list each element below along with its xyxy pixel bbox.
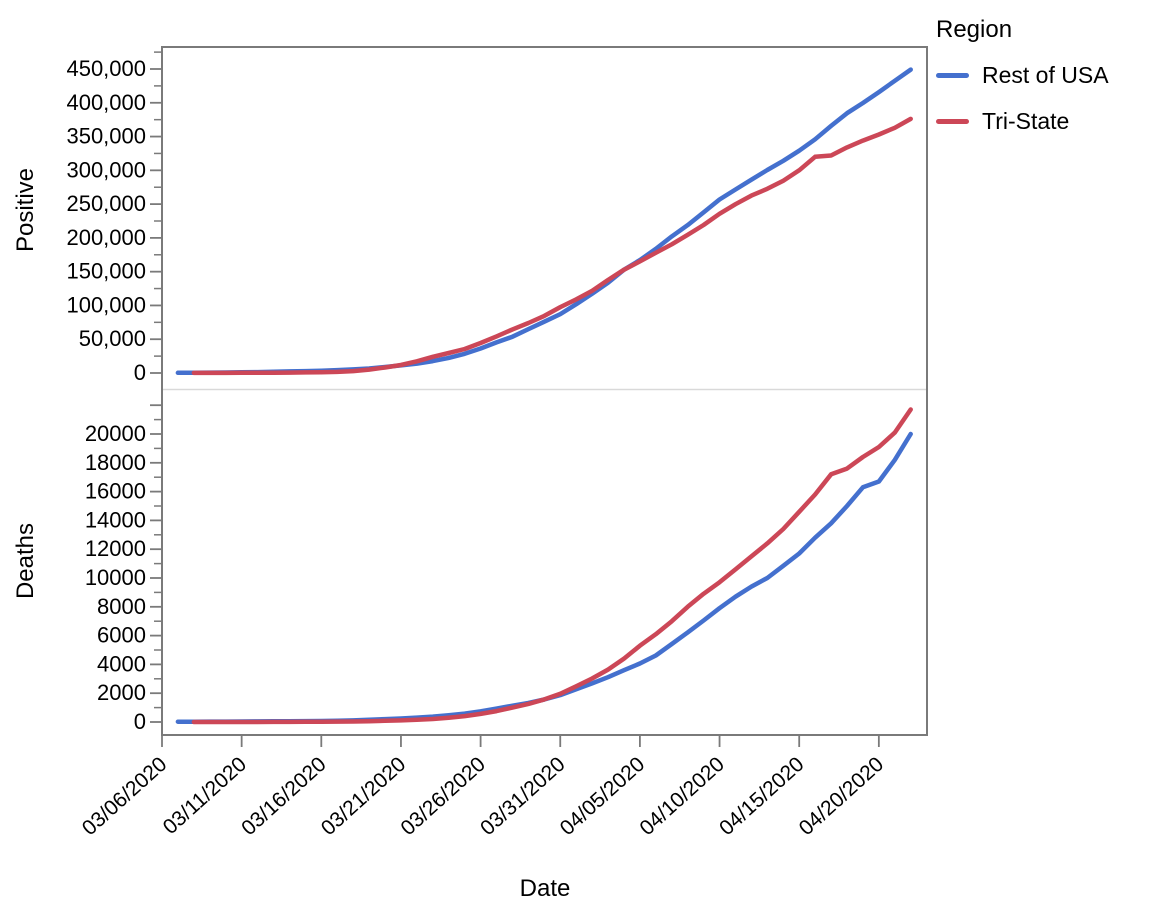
x-tick-label: 03/31/2020 <box>476 753 570 840</box>
x-tick-label: 03/26/2020 <box>396 753 490 840</box>
y-axis-title-deaths: Deaths <box>12 522 39 600</box>
x-tick-label: 04/05/2020 <box>556 753 650 840</box>
y-tick-label: 14000 <box>85 507 146 532</box>
x-tick-label: 04/20/2020 <box>795 753 889 840</box>
x-tick-label: 03/06/2020 <box>78 753 172 840</box>
x-tick-label: 04/10/2020 <box>635 753 729 840</box>
y-tick-label: 12000 <box>85 536 146 561</box>
y-tick-label: 4000 <box>97 651 146 676</box>
y-tick-label: 10000 <box>85 565 146 590</box>
y-tick-label: 0 <box>134 360 146 385</box>
legend-label: Rest of USA <box>982 62 1109 88</box>
x-tick-label: 03/21/2020 <box>317 753 411 840</box>
line-positive-rest-of-usa <box>175 67 913 376</box>
y-tick-label: 350,000 <box>66 124 146 149</box>
line-positive-tri-state <box>191 116 913 376</box>
y-tick-label: 2000 <box>97 680 146 705</box>
legend-line-swatch-blue <box>936 73 969 78</box>
legend-item-rest-of-usa: Rest of USA <box>936 62 1109 89</box>
y-tick-label: 450,000 <box>66 56 146 81</box>
line-deaths-tri-state <box>191 407 913 725</box>
y-tick-label: 8000 <box>97 594 146 619</box>
y-tick-label: 200,000 <box>66 225 146 250</box>
y-tick-label: 250,000 <box>66 191 146 216</box>
y-tick-label: 18000 <box>85 450 146 475</box>
legend: Region Rest of USA Tri-State <box>936 16 1109 154</box>
legend-line-swatch-red <box>936 119 969 124</box>
line-deaths-rest-of-usa <box>175 431 913 724</box>
y-tick-label: 400,000 <box>66 90 146 115</box>
x-axis-title: Date <box>519 875 571 902</box>
y-axis-title-positive: Positive <box>12 167 39 253</box>
y-tick-label: 150,000 <box>66 259 146 284</box>
y-tick-label: 50,000 <box>79 326 146 351</box>
y-tick-label: 16000 <box>85 479 146 504</box>
legend-title: Region <box>936 16 1013 43</box>
y-tick-label: 6000 <box>97 623 146 648</box>
y-tick-label: 0 <box>134 709 146 734</box>
legend-item-tri-state: Tri-State <box>936 108 1109 135</box>
x-tick-label: 04/15/2020 <box>715 753 809 840</box>
x-tick-label: 03/16/2020 <box>237 753 331 840</box>
plot-frame <box>161 46 928 736</box>
y-tick-label: 300,000 <box>66 157 146 182</box>
x-tick-label: 03/11/2020 <box>159 753 251 839</box>
y-tick-label: 100,000 <box>66 292 146 317</box>
legend-label: Tri-State <box>982 108 1070 134</box>
y-tick-label: 20000 <box>85 421 146 446</box>
